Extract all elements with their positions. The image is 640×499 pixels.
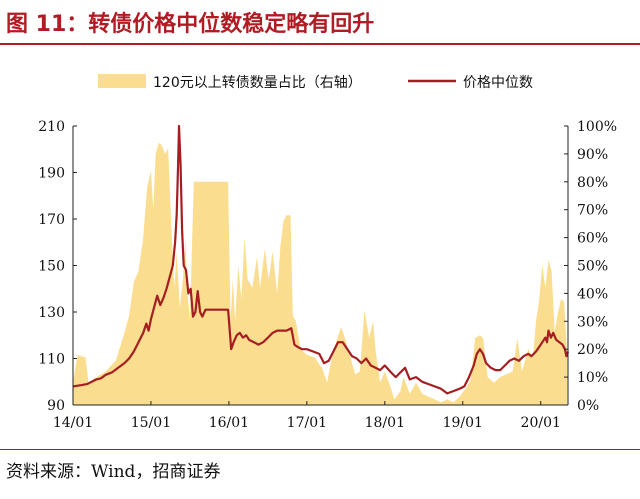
legend-label-median: 价格中位数: [463, 75, 533, 91]
left-tick-label: 210: [38, 119, 65, 135]
right-tick-label: 10%: [577, 370, 608, 386]
line-layer: [72, 124, 570, 395]
x-tick-label: 19/01: [443, 415, 483, 431]
title-rule: [0, 43, 640, 45]
legend-label-share: 120元以上转债数量占比（右轴）: [153, 75, 362, 91]
x-tick-label: 16/01: [209, 415, 249, 431]
source-note: 资料来源：Wind，招商证券: [6, 462, 221, 482]
right-tick-label: 60%: [577, 231, 608, 247]
x-tick-label: 17/01: [287, 415, 327, 431]
legend-swatch-share: [98, 74, 146, 88]
right-tick-label: 70%: [577, 203, 608, 219]
source-rule: [0, 449, 640, 450]
right-tick-label: 100%: [577, 119, 617, 135]
right-tick-label: 90%: [577, 147, 608, 163]
figure-title: 图 11：转债价格中位数稳定略有回升: [6, 12, 375, 37]
left-tick-label: 150: [38, 259, 65, 275]
legend: 120元以上转债数量占比（右轴） 价格中位数: [98, 74, 533, 91]
x-tick-label: 14/01: [53, 415, 93, 431]
left-tick-label: 170: [38, 212, 65, 228]
right-tick-label: 80%: [577, 175, 608, 191]
right-tick-label: 50%: [577, 259, 608, 275]
right-tick-label: 30%: [577, 314, 608, 330]
x-tick-label: 18/01: [365, 415, 405, 431]
right-tick-label: 20%: [577, 342, 608, 358]
x-tick-label: 15/01: [131, 415, 171, 431]
left-tick-label: 130: [38, 305, 65, 321]
axes: 90 110 130 150 170 190 210 0% 10% 20% 30% 40% 50% 60%…: [38, 119, 617, 431]
right-tick-label: 40%: [577, 286, 608, 302]
left-tick-label: 110: [38, 352, 65, 368]
area-layer: [73, 142, 568, 405]
right-tick-label: 0%: [577, 398, 599, 414]
area-series-share: [73, 142, 568, 405]
line-series-median: [72, 124, 570, 395]
left-tick-label: 90: [47, 398, 65, 414]
left-tick-label: 190: [38, 166, 65, 182]
x-tick-label: 20/01: [521, 415, 561, 431]
